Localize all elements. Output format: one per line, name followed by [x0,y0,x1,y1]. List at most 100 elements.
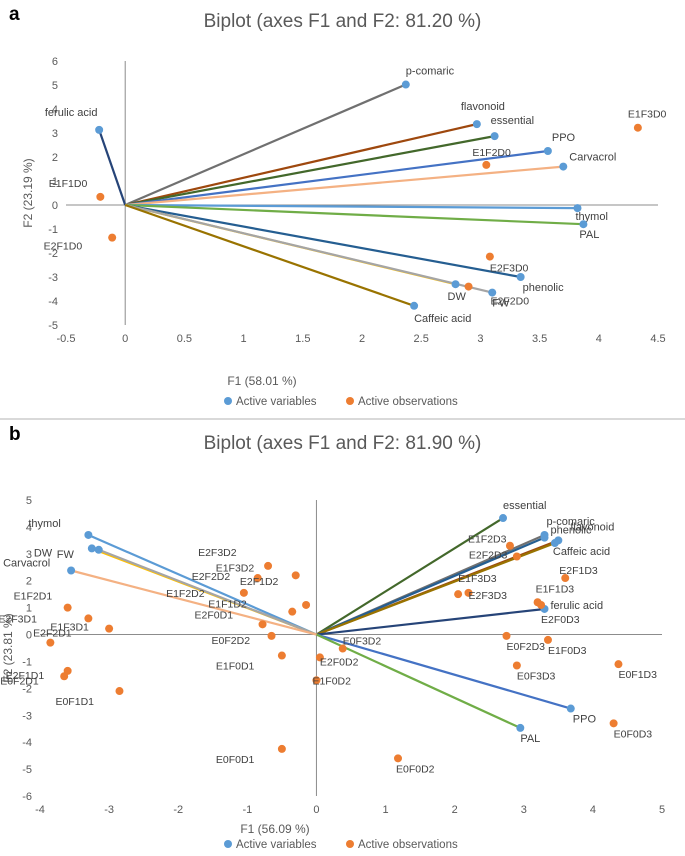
observation-point [485,252,494,261]
y-axis-title: F2 (23.81 %) [1,613,15,682]
y-tick-label: 5 [26,495,32,507]
y-tick-label: -5 [22,764,32,776]
observation-label: E2F2D1 [33,628,72,640]
variable-label: phenolic [551,525,592,537]
observation-point [264,561,273,570]
legend-variables-marker [224,397,232,405]
variable-vector-ferulic-acid [316,607,545,636]
legend-variables-label: Active variables [236,839,317,851]
variable-label: ferulic acid [551,600,604,612]
observation-label: E0F2D1 [0,675,39,687]
observation-point [288,607,297,616]
variable-point [451,280,460,289]
x-tick-label: -2 [173,804,183,816]
variable-point [540,533,549,542]
variable-vector-fw [98,548,317,636]
observation-label: E2F0D1 [195,609,234,621]
observation-point [505,541,514,550]
variable-point [516,723,525,732]
y-tick-label: 3 [26,549,32,561]
variable-label: PAL [520,733,540,745]
variable-point [84,530,93,539]
biplot-b-svg: -4 -3 -2 -1 0 1 2 3 4 5 -6 -5 -4 -3 -2 -1 0 1 2 3 4 5 F1 (56.0… [0,495,665,851]
x-axis-title: F1 (56.09 %) [240,822,309,836]
y-tick-label: 1 [52,176,58,188]
observation-label: E0F1D1 [55,696,94,708]
observation-point [291,571,300,580]
observation-label: E2F1D3 [559,565,598,577]
variable-point [410,301,419,310]
observation-point [267,631,276,640]
observation-point [302,600,311,609]
biplot-panel-b: b Biplot (axes F1 and F2: 81.90 %) -4 -3-… [0,420,685,856]
observation-point [537,600,546,609]
variable-label: flavonoid [461,101,505,113]
observation-label: E1F1D3 [536,583,575,595]
variable-point [579,220,588,229]
variable-label: phenolic [523,282,564,294]
y-tick-label: 2 [52,152,58,164]
variable-vector-ppo [316,633,572,710]
variable-point [87,544,96,553]
variable-vector-phenolic [316,536,545,636]
variable-vector-carvacrol [125,165,564,207]
observation-point [46,638,55,647]
y-tick-label: 4 [52,104,58,116]
observation-point [315,653,324,662]
observation-label: E1F0D1 [216,661,255,673]
y-tick-label: 6 [52,56,58,68]
y-tick-label: -1 [22,656,32,668]
observation-label: E0F0D2 [396,763,435,775]
variable-vector-fw [124,203,493,294]
observation-label: E0F0D1 [216,754,255,766]
y-tick-label: -2 [22,683,32,695]
x-tick-label: 5 [659,804,665,816]
variable-vector-caffeic-acid [124,203,415,307]
x-tick-label: 4.5 [650,333,665,345]
observation-point [543,635,552,644]
observation-point [108,233,117,242]
variable-label: DW [34,547,53,559]
variable-vector-phenolic [125,203,521,279]
variable-label: Caffeic acid [414,313,471,325]
x-tick-label: 3 [477,333,483,345]
observation-label: E0F3D2 [343,636,382,648]
x-tick-label: -3 [104,804,114,816]
x-tick-label: -4 [35,804,45,816]
variable-point [472,120,481,129]
observation-label: E1F0D2 [312,675,351,687]
variable-vector-pal [125,203,584,226]
observation-label: E0F3D3 [517,670,556,682]
chart-title: Biplot (axes F1 and F2: 81.20 %) [203,11,482,32]
x-tick-label: 0 [313,804,319,816]
variable-label: thymol [28,518,60,530]
x-tick-label: 0 [122,333,128,345]
observation-point [393,754,402,763]
x-tick-label: -0.5 [57,333,76,345]
variable-label: thymol [575,211,607,223]
variable-point [559,162,568,171]
observation-label: E1F2D3 [468,534,507,546]
variable-label: PAL [579,229,599,241]
observation-label: E2F3D0 [490,263,529,275]
x-tick-label: 1 [382,804,388,816]
observation-point [633,123,642,132]
observation-point [258,620,267,629]
y-tick-label: 5 [52,80,58,92]
observation-label: E1F2D0 [472,147,511,159]
observation-label: E1F3D1 [50,622,89,634]
biplot-panel-a: a Biplot (axes F1 and F2: 81.20 %) -0.5 0… [0,0,685,418]
observation-point [96,192,105,201]
y-tick-label: 1 [26,603,32,615]
variable-label: Carvacrol [569,152,616,164]
legend-observations-label: Active observations [358,396,458,408]
observation-label: E0F2D2 [212,635,251,647]
variable-label: essential [491,115,534,127]
observation-label: E2F2D0 [491,296,530,308]
variable-point [67,566,76,575]
observation-label: E1F3D3 [458,573,497,585]
x-tick-label: 3 [521,804,527,816]
observation-point [239,588,248,597]
variable-vector-thymol [87,533,317,636]
x-tick-label: 2 [359,333,365,345]
